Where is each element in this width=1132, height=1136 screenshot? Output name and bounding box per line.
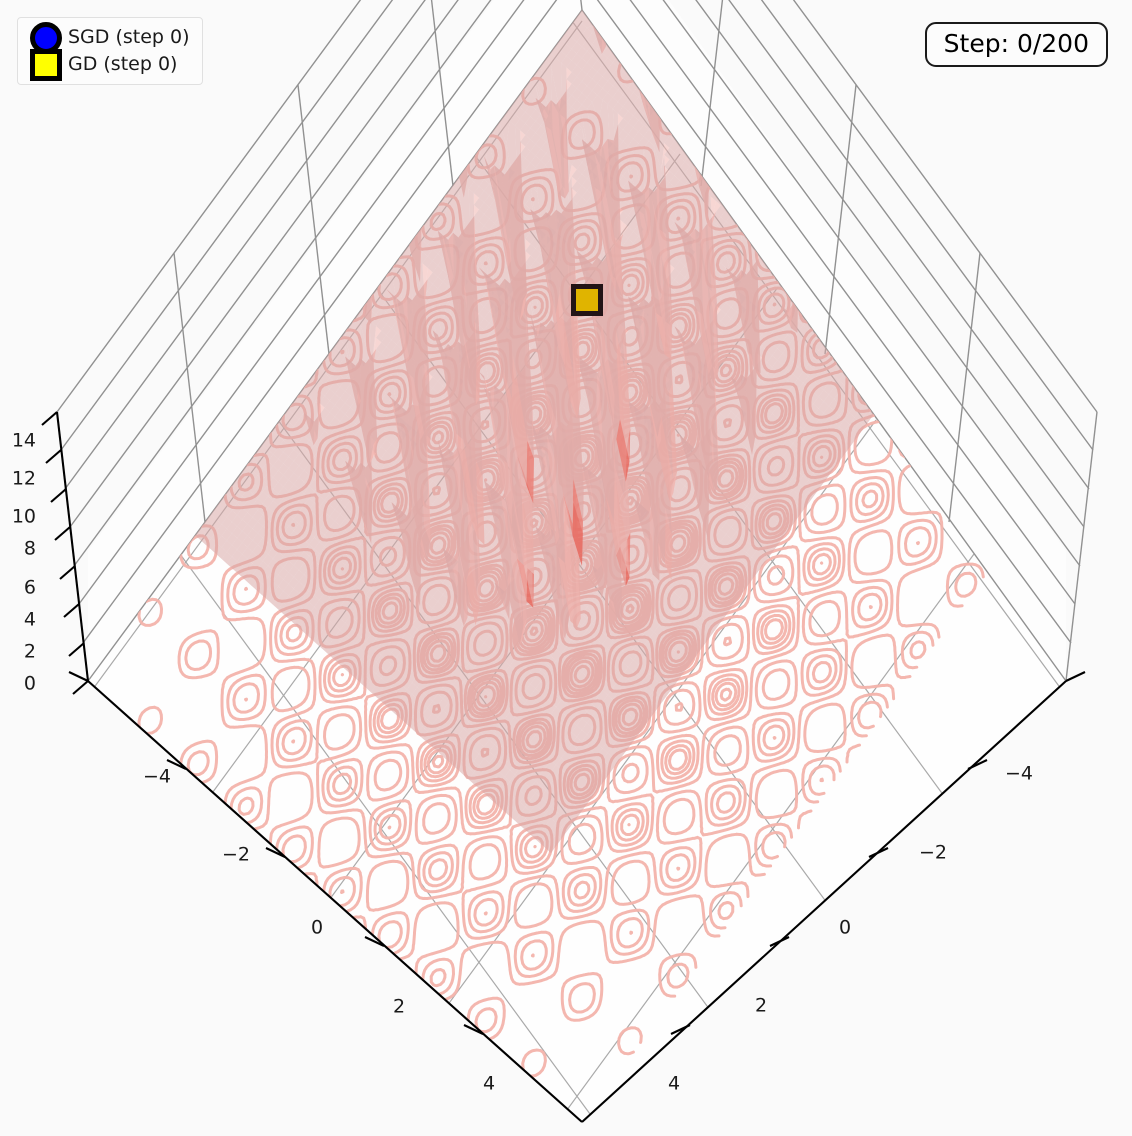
legend-label-gd: GD (step 0) — [68, 53, 178, 75]
gd-marker[interactable] — [571, 284, 603, 316]
y-tick-label: 4 — [667, 1072, 681, 1095]
gd-square-marker-icon — [26, 48, 66, 81]
z-tick-label: 0 — [23, 672, 36, 695]
x-tick-label: 4 — [482, 1072, 496, 1095]
z-tick-label: 12 — [11, 467, 36, 490]
z-tick-label: 2 — [23, 640, 36, 663]
legend: SGD (step 0) GD (step 0) — [17, 17, 203, 85]
y-tick-label: −4 — [1004, 762, 1034, 785]
y-tick-label: −2 — [918, 841, 948, 864]
step-counter-badge: Step: 0/200 — [924, 22, 1108, 67]
x-tick-label: 0 — [310, 916, 324, 939]
axis-spines — [55, 411, 1067, 1123]
z-tick-label: 10 — [11, 505, 36, 528]
legend-item-gd[interactable]: GD (step 0) — [26, 48, 190, 81]
z-tick-label: 6 — [23, 576, 36, 599]
legend-item-sgd[interactable]: SGD (step 0) — [26, 21, 190, 54]
z-tick-label: 4 — [23, 608, 36, 631]
y-tick-label: 0 — [838, 916, 852, 939]
z-tick-label: 14 — [11, 429, 36, 452]
x-tick-label: 2 — [392, 995, 406, 1018]
x-tick-label: −4 — [142, 765, 172, 788]
z-tick-label: 8 — [23, 537, 36, 560]
x-tick-label: −2 — [221, 843, 251, 866]
legend-label-sgd: SGD (step 0) — [68, 26, 190, 48]
y-tick-label: 2 — [754, 994, 768, 1017]
axis-ticks — [41, 411, 1086, 1035]
